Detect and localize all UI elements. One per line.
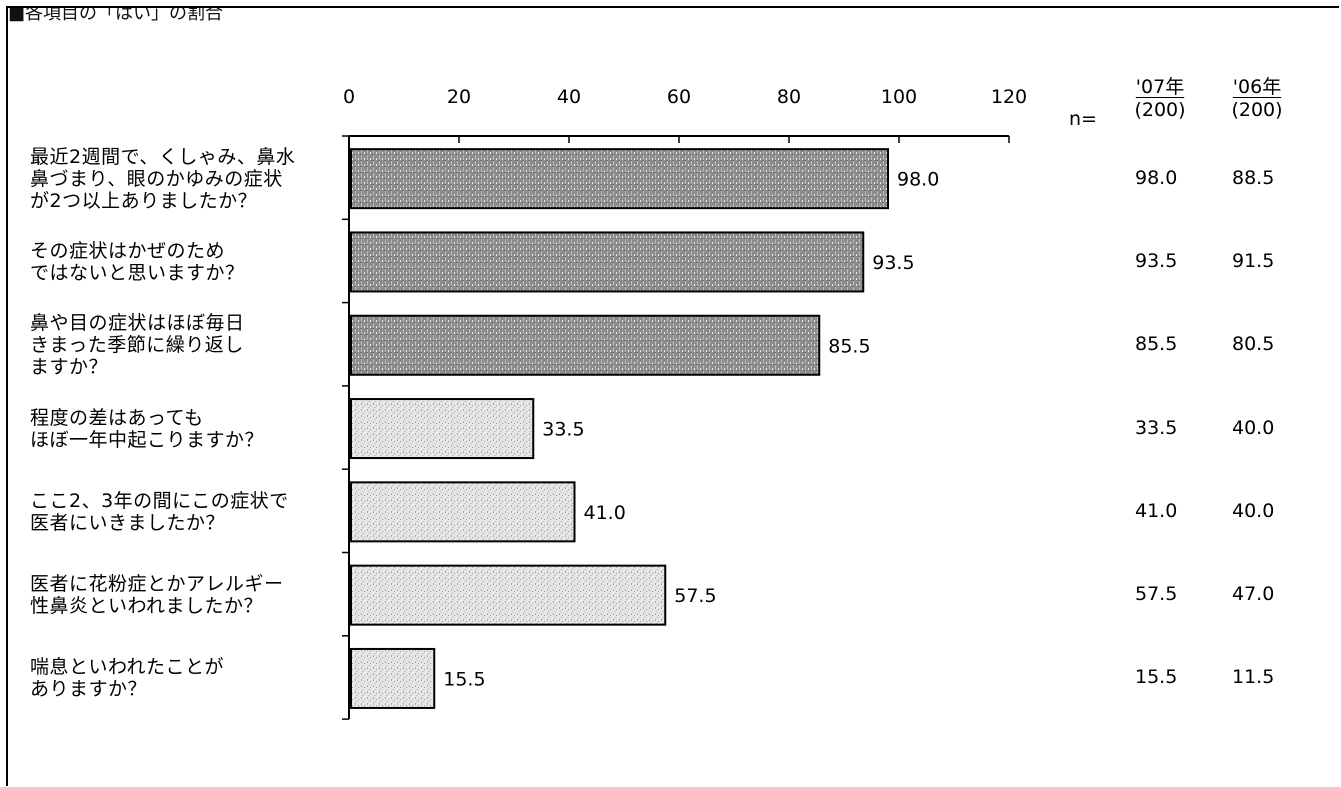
column-n-2006: (200) — [1231, 99, 1283, 121]
bar — [350, 398, 535, 460]
value-2007: 41.0 — [1135, 499, 1178, 522]
column-year-2006: '06年 — [1232, 76, 1282, 98]
value-2006: 40.0 — [1232, 416, 1275, 439]
value-2006: 88.5 — [1232, 166, 1275, 189]
value-2007: 57.5 — [1135, 583, 1178, 606]
column-year-2007: '07年 — [1135, 76, 1185, 98]
category-label: 鼻や目の症状はほぼ毎日 きまった季節に繰り返し ますか？ — [30, 312, 245, 379]
x-tick-label: 100 — [881, 86, 917, 108]
bar-value-label: 57.5 — [674, 585, 716, 607]
value-2007: 15.5 — [1135, 666, 1178, 689]
bar-value-label: 98.0 — [897, 169, 939, 191]
value-2006: 11.5 — [1232, 666, 1275, 689]
bar-value-label: 15.5 — [443, 668, 485, 690]
category-label: 喘息といわれたことが ありますか？ — [30, 656, 225, 701]
category-label: 医者に花粉症とかアレルギー 性鼻炎といわれましたか？ — [30, 573, 284, 618]
x-tick-label: 120 — [991, 86, 1027, 108]
column-header-2006: '06年 (200) — [1222, 72, 1292, 121]
category-label: 最近2週間で、くしゃみ、鼻水 鼻づまり、眼のかゆみの症状 が2つ以上ありましたか… — [30, 145, 296, 212]
column-n-2007: (200) — [1134, 99, 1186, 121]
x-tick-label: 20 — [447, 86, 471, 108]
x-tick-label: 0 — [343, 86, 355, 108]
value-2007: 85.5 — [1135, 333, 1178, 356]
value-2007: 93.5 — [1135, 249, 1178, 272]
category-label: その症状はかぜのため ではないと思いますか？ — [30, 239, 245, 284]
value-2006: 47.0 — [1232, 583, 1275, 606]
bar-value-label: 33.5 — [542, 419, 584, 441]
bar-value-label: 93.5 — [872, 252, 914, 274]
value-2006: 91.5 — [1232, 249, 1275, 272]
column-header-2007: '07年 (200) — [1125, 72, 1195, 121]
bar — [350, 231, 865, 293]
bar — [350, 564, 667, 626]
value-2007: 33.5 — [1135, 416, 1178, 439]
x-tick-label: 80 — [777, 86, 801, 108]
x-tick-label: 60 — [667, 86, 691, 108]
n-label: n= — [1069, 108, 1097, 130]
value-2006: 80.5 — [1232, 333, 1275, 356]
category-label: 程度の差はあっても ほぼ一年中起こりますか？ — [30, 406, 265, 451]
bar — [350, 148, 889, 210]
bar — [350, 314, 821, 376]
bar-value-label: 85.5 — [828, 335, 870, 357]
chart-header-title: ■各項目の「はい」の割合 — [8, 3, 224, 24]
chart-frame: ■各項目の「はい」の割合 — [6, 6, 1339, 786]
bar — [350, 647, 436, 709]
bar-value-label: 41.0 — [584, 502, 626, 524]
category-label: ここ2、3年の間にこの症状で 医者にいきましたか？ — [30, 489, 289, 534]
value-2006: 40.0 — [1232, 499, 1275, 522]
value-2007: 98.0 — [1135, 166, 1178, 189]
bar — [350, 481, 576, 543]
x-tick-label: 40 — [557, 86, 581, 108]
